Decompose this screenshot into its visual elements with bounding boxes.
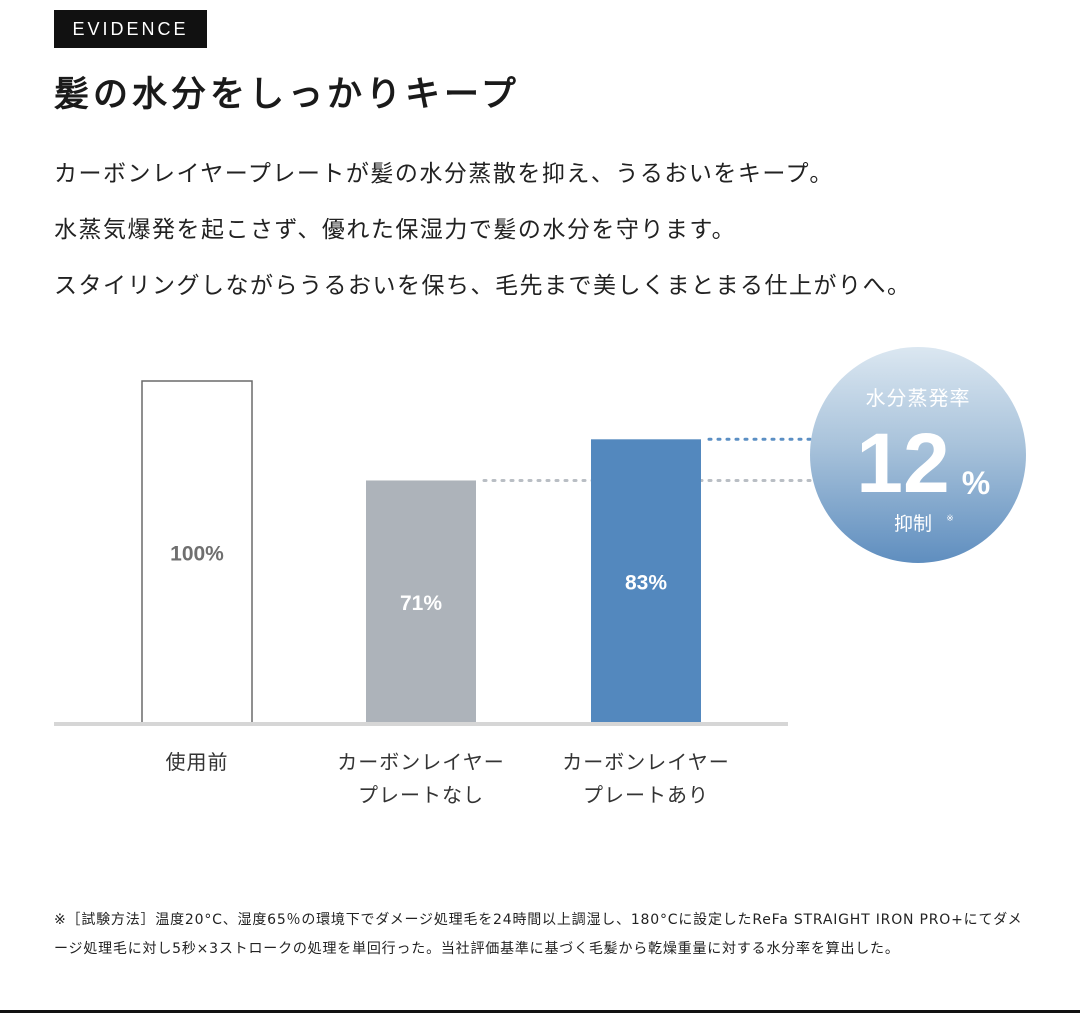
suppression-callout: 水分蒸発率 12 % 抑制 ※ [810, 347, 1026, 563]
category-label-2-line-1: カーボンレイヤー [337, 750, 504, 774]
bar-value-label-2: 71% [400, 592, 442, 615]
category-label-3-line-2: プレートあり [583, 783, 709, 807]
bar-2 [366, 480, 476, 724]
callout-circle [810, 347, 1026, 563]
callout-mark: ※ [946, 514, 954, 524]
callout-label: 水分蒸発率 [866, 386, 971, 410]
moisture-bar-chart: 100%71%83% 使用前 カーボンレイヤープレートなしカーボンレイヤープレート… [54, 347, 1026, 807]
page-title: 髪の水分をしっかりキープ [54, 75, 520, 115]
description-line-2: 水蒸気爆発を起こさず、優れた保湿力で髪の水分を守ります。 [54, 217, 737, 243]
description: カーボンレイヤープレートが髪の水分蒸散を抑え、うるおいをキープ。 水蒸気爆発を起… [54, 146, 912, 314]
evidence-badge: EVIDENCE [54, 10, 207, 48]
category-label-3-line-1: カーボンレイヤー [562, 750, 729, 774]
footnote: ※［試験方法］温度20°C、湿度65％の環境下でダメージ処理毛を24時間以上調湿… [54, 912, 1023, 957]
bars: 100% 71% 83% [141, 380, 701, 725]
bar-3 [591, 439, 701, 724]
bottom-rule [0, 1010, 1080, 1013]
callout-value: 12 [856, 416, 949, 510]
category-label-2-line-2: プレートなし [358, 783, 484, 807]
bar-value-label-1: 100% [170, 543, 224, 566]
callout-suffix: 抑制 [894, 513, 932, 535]
category-label-1-line-1: 使用前 [166, 750, 229, 774]
description-line-1: カーボンレイヤープレートが髪の水分蒸散を抑え、うるおいをキープ。 [54, 161, 834, 187]
description-line-3: スタイリングしながらうるおいを保ち、毛先まで美しくまとまる仕上がりへ。 [54, 273, 912, 299]
bar-1 [141, 380, 253, 725]
bar-value-label-3: 83% [625, 572, 667, 595]
callout-unit: % [962, 465, 990, 501]
